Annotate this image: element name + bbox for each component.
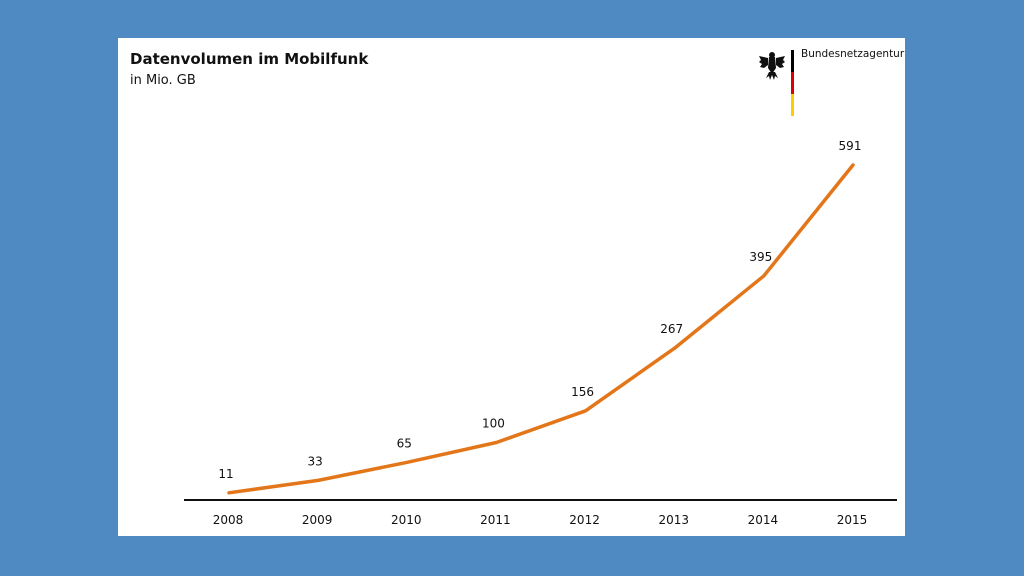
x-tick-label: 2008 bbox=[213, 513, 244, 527]
data-label: 11 bbox=[218, 467, 233, 481]
chart-title: Datenvolumen im Mobilfunk bbox=[130, 50, 369, 68]
x-tick-label: 2015 bbox=[837, 513, 868, 527]
eagle-icon bbox=[759, 52, 785, 80]
bundesnetzagentur-logo: Bundesnetzagentur bbox=[758, 48, 904, 118]
data-label: 395 bbox=[749, 250, 772, 264]
chart-card: Datenvolumen im Mobilfunk in Mio. GB Bun… bbox=[118, 38, 905, 536]
x-tick-label: 2013 bbox=[658, 513, 689, 527]
x-tick-label: 2012 bbox=[569, 513, 600, 527]
data-label: 267 bbox=[660, 322, 683, 336]
data-label: 100 bbox=[482, 416, 505, 430]
x-tick-label: 2014 bbox=[748, 513, 779, 527]
x-tick-label: 2011 bbox=[480, 513, 511, 527]
line-chart: 11 33 65 100 156 267 395 591 2008 2009 2010 2011 201… bbox=[184, 139, 897, 527]
data-label: 65 bbox=[397, 436, 412, 450]
flag-stripe bbox=[791, 50, 794, 116]
flag-red bbox=[791, 72, 794, 94]
data-label: 591 bbox=[839, 139, 862, 153]
series-line bbox=[227, 163, 855, 495]
x-tick-label: 2010 bbox=[391, 513, 422, 527]
flag-gold bbox=[791, 94, 794, 116]
x-tick-label: 2009 bbox=[302, 513, 333, 527]
chart-subtitle: in Mio. GB bbox=[130, 73, 196, 88]
flag-black bbox=[791, 50, 794, 72]
data-label: 156 bbox=[571, 385, 594, 399]
data-label: 33 bbox=[308, 454, 323, 468]
org-name: Bundesnetzagentur bbox=[801, 48, 905, 60]
